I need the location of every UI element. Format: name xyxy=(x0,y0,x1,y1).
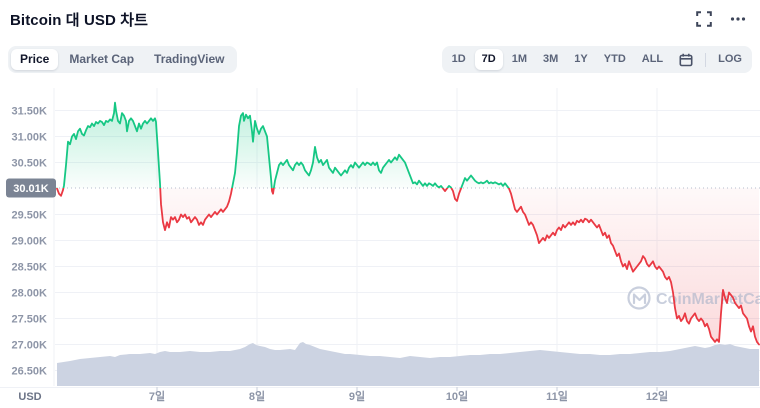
watermark-text: CoinMarketCap xyxy=(656,291,760,308)
y-axis-label: 31.00K xyxy=(12,132,48,144)
chart-header: Bitcoin 대 USD 차트 xyxy=(0,0,760,40)
log-scale-toggle[interactable]: LOG xyxy=(711,49,749,70)
fullscreen-icon[interactable] xyxy=(696,11,712,27)
coinmarketcap-watermark: CoinMarketCap xyxy=(627,286,760,310)
x-axis-label: 9일 xyxy=(349,389,365,403)
range-1y[interactable]: 1Y xyxy=(567,49,594,70)
current-price-badge-label: 30.01K xyxy=(13,183,49,195)
y-axis-label: 26.50K xyxy=(12,366,48,378)
y-axis-label: 28.00K xyxy=(12,288,48,300)
y-axis-unit-label: USD xyxy=(18,391,41,403)
y-axis-label: 29.00K xyxy=(12,236,48,248)
y-axis-label: 27.50K xyxy=(12,314,48,326)
y-axis-label: 29.50K xyxy=(12,210,48,222)
price-line xyxy=(56,101,760,346)
chart-toolbar: Price Market Cap TradingView 1D 7D 1M 3M… xyxy=(8,46,752,73)
y-axis-label: 31.50K xyxy=(12,106,48,118)
range-7d[interactable]: 7D xyxy=(474,49,503,70)
tab-price[interactable]: Price xyxy=(11,49,59,70)
x-axis-label: 10일 xyxy=(446,389,468,403)
time-range-selector: 1D 7D 1M 3M 1Y YTD ALL LOG xyxy=(441,46,752,73)
tab-tradingview[interactable]: TradingView xyxy=(145,49,233,70)
chart-type-tabs: Price Market Cap TradingView xyxy=(8,46,237,73)
x-axis-label: 11일 xyxy=(546,389,568,403)
range-all[interactable]: ALL xyxy=(635,49,670,70)
price-area-fill xyxy=(57,102,759,345)
current-price-badge xyxy=(6,178,56,198)
x-axis-label: 12일 xyxy=(646,389,668,403)
calendar-icon[interactable] xyxy=(672,49,700,71)
y-axis-label: 30.50K xyxy=(12,158,48,170)
range-1m[interactable]: 1M xyxy=(505,49,534,70)
range-1d[interactable]: 1D xyxy=(445,49,473,70)
y-axis-label: 28.50K xyxy=(12,262,48,274)
range-ytd[interactable]: YTD xyxy=(597,49,633,70)
more-options-icon[interactable] xyxy=(730,11,746,27)
x-axis-label: 8일 xyxy=(249,389,265,403)
toolbar-divider xyxy=(705,52,707,67)
page-title: Bitcoin 대 USD 차트 xyxy=(10,12,149,29)
axis-labels: 31.50K 31.00K 30.50K 29.50K 29.00K 28.50K 28.0… xyxy=(6,106,668,403)
range-3m[interactable]: 3M xyxy=(536,49,565,70)
y-axis-label: 27.00K xyxy=(12,340,48,352)
x-axis-label: 7일 xyxy=(149,389,165,403)
tab-market-cap[interactable]: Market Cap xyxy=(60,49,143,70)
volume-area xyxy=(57,342,759,386)
volume-area-shape xyxy=(57,342,759,386)
